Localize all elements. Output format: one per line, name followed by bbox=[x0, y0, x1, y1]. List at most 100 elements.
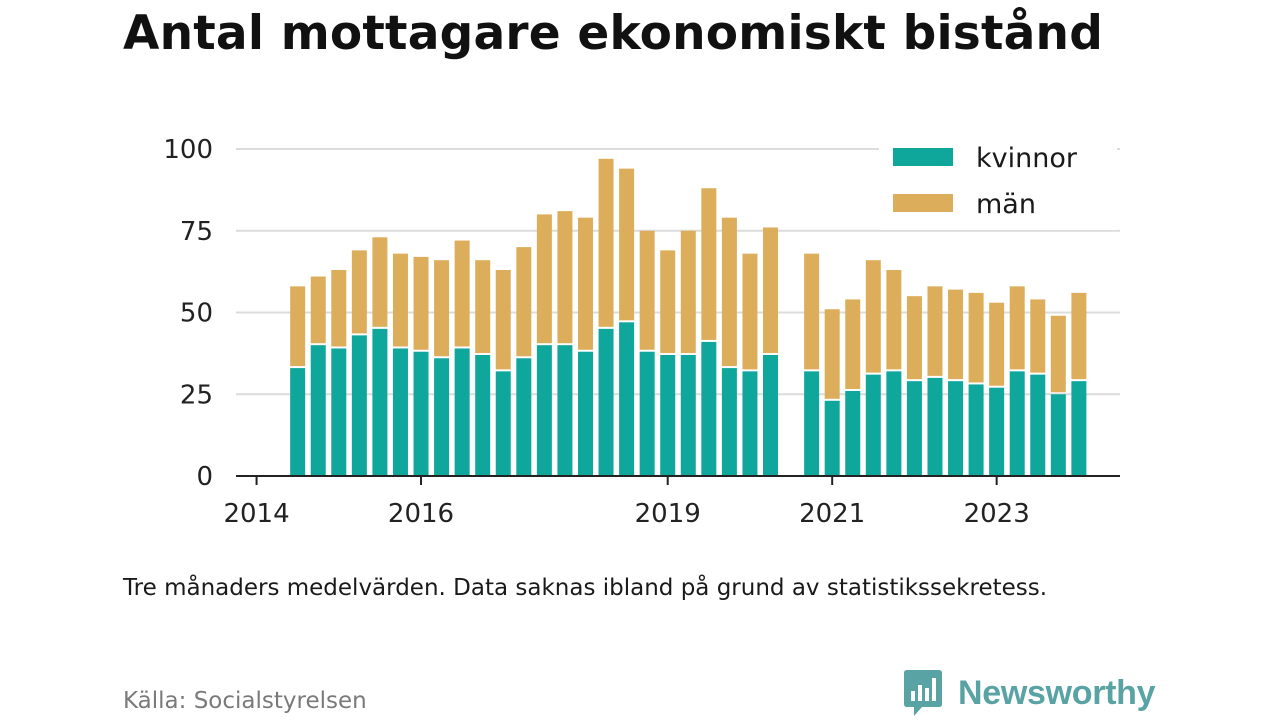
legend-label-man: män bbox=[976, 189, 1036, 220]
bar-man bbox=[351, 250, 367, 334]
x-tick-label: 2016 bbox=[388, 499, 454, 529]
bar-man bbox=[639, 230, 655, 350]
bar-man bbox=[434, 260, 450, 357]
bar-man bbox=[619, 168, 635, 321]
brand-name: Newsworthy bbox=[958, 673, 1156, 712]
bar-man bbox=[968, 292, 984, 383]
bar-kvinnor bbox=[742, 371, 758, 476]
x-tick-label: 2014 bbox=[223, 499, 289, 529]
bar-man bbox=[372, 237, 388, 327]
bar-kvinnor bbox=[475, 355, 491, 476]
bar-kvinnor bbox=[886, 371, 902, 476]
bar-man bbox=[680, 230, 696, 354]
bar-kvinnor bbox=[639, 351, 655, 476]
bar-kvinnor bbox=[577, 351, 593, 476]
bar-man bbox=[516, 247, 532, 357]
y-tick-label: 0 bbox=[196, 462, 213, 492]
bar-kvinnor bbox=[927, 377, 943, 476]
bar-kvinnor bbox=[680, 355, 696, 476]
y-tick-label: 25 bbox=[180, 380, 213, 410]
bar-man bbox=[660, 250, 676, 354]
bar-man bbox=[701, 188, 717, 340]
x-axis-ticks: 2014 2016 2019 2021 2023 bbox=[223, 476, 1030, 529]
bar-kvinnor bbox=[660, 355, 676, 476]
bar-man bbox=[845, 299, 861, 389]
bar-kvinnor bbox=[968, 384, 984, 476]
bar-kvinnor bbox=[392, 348, 408, 476]
bar-man bbox=[475, 260, 491, 354]
bar-kvinnor bbox=[845, 390, 861, 476]
bar-man bbox=[989, 302, 1005, 386]
y-tick-label: 75 bbox=[180, 217, 213, 247]
bar-man bbox=[331, 269, 347, 347]
bar-man bbox=[1050, 315, 1066, 393]
bar-man bbox=[948, 289, 964, 380]
x-tick-label: 2021 bbox=[799, 499, 865, 529]
bar-kvinnor bbox=[865, 374, 881, 476]
y-axis-labels: 0 25 50 75 100 bbox=[163, 135, 213, 492]
bar-kvinnor bbox=[598, 328, 614, 476]
legend-swatch-man bbox=[893, 194, 953, 212]
bar-man bbox=[310, 276, 326, 344]
bar-kvinnor bbox=[413, 351, 429, 476]
brand-logo: Newsworthy bbox=[902, 668, 1156, 718]
bar-kvinnor bbox=[906, 381, 922, 476]
bar-kvinnor bbox=[948, 381, 964, 476]
legend: kvinnor män bbox=[879, 138, 1117, 230]
bar-man bbox=[927, 286, 943, 376]
bar-kvinnor bbox=[1009, 371, 1025, 476]
bar-man bbox=[557, 211, 573, 344]
bar-man bbox=[721, 217, 737, 367]
bar-kvinnor bbox=[454, 348, 470, 476]
bar-man bbox=[392, 253, 408, 347]
y-tick-label: 100 bbox=[163, 135, 213, 165]
bar-man bbox=[495, 269, 511, 370]
x-tick-label: 2019 bbox=[635, 499, 701, 529]
bar-kvinnor bbox=[516, 358, 532, 476]
bar-kvinnor bbox=[804, 371, 820, 476]
bar-kvinnor bbox=[619, 322, 635, 476]
bar-man bbox=[824, 309, 840, 399]
bar-man bbox=[536, 214, 552, 344]
newsworthy-logo-icon bbox=[904, 670, 942, 716]
bar-man bbox=[906, 296, 922, 380]
bars bbox=[290, 158, 1087, 476]
bar-kvinnor bbox=[372, 328, 388, 476]
bar-kvinnor bbox=[989, 387, 1005, 476]
bar-kvinnor bbox=[495, 371, 511, 476]
bar-man bbox=[1009, 286, 1025, 370]
bar-man bbox=[454, 240, 470, 347]
bar-kvinnor bbox=[1071, 381, 1087, 476]
bar-man bbox=[865, 260, 881, 373]
chart-title: Antal mottagare ekonomiskt bistånd bbox=[123, 6, 1104, 61]
bar-man bbox=[290, 286, 306, 367]
bar-kvinnor bbox=[701, 341, 717, 476]
legend-swatch-kvinnor bbox=[893, 148, 953, 166]
bar-man bbox=[1030, 299, 1046, 373]
y-tick-label: 50 bbox=[180, 299, 213, 329]
legend-label-kvinnor: kvinnor bbox=[976, 143, 1078, 174]
chart-note: Tre månaders medelvärden. Data saknas ib… bbox=[123, 575, 1048, 601]
source-text: Källa: Socialstyrelsen bbox=[123, 688, 367, 714]
bar-man bbox=[413, 256, 429, 350]
bar-kvinnor bbox=[331, 348, 347, 476]
bar-kvinnor bbox=[721, 368, 737, 476]
bar-kvinnor bbox=[310, 345, 326, 476]
bar-man bbox=[577, 217, 593, 350]
bar-man bbox=[742, 253, 758, 370]
x-tick-label: 2023 bbox=[964, 499, 1030, 529]
bar-kvinnor bbox=[1030, 374, 1046, 476]
bar-man bbox=[763, 227, 779, 354]
bar-man bbox=[886, 269, 902, 370]
bar-kvinnor bbox=[557, 345, 573, 476]
bar-kvinnor bbox=[536, 345, 552, 476]
bar-kvinnor bbox=[1050, 394, 1066, 476]
bar-kvinnor bbox=[290, 368, 306, 476]
bar-man bbox=[804, 253, 820, 370]
bar-kvinnor bbox=[763, 355, 779, 476]
bar-kvinnor bbox=[434, 358, 450, 476]
bar-man bbox=[598, 158, 614, 327]
bar-kvinnor bbox=[351, 335, 367, 476]
bar-kvinnor bbox=[824, 400, 840, 476]
